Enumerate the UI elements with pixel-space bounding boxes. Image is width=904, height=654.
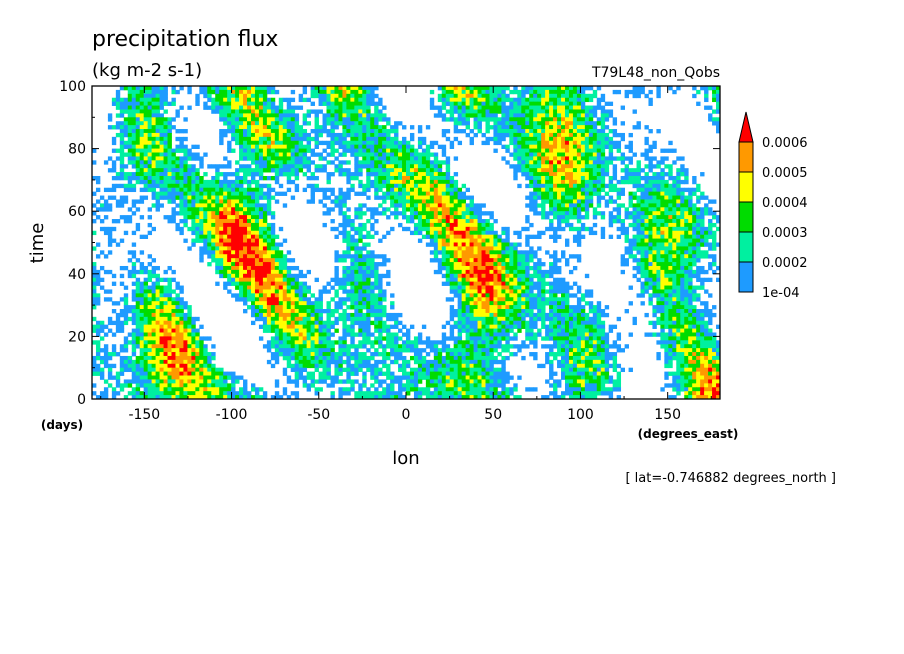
x-axis: -150 -100 -50 0 50 100 150 xyxy=(100,86,712,423)
y-tick-label: 0 xyxy=(77,392,86,408)
y-tick-label: 20 xyxy=(68,329,86,345)
y-tick-label: 100 xyxy=(59,79,86,95)
y-tick-label: 80 xyxy=(68,142,86,158)
colorbar-bin xyxy=(738,201,754,233)
chart-units: (kg m-2 s-1) xyxy=(92,60,202,81)
colorbar-level-label: 0.0002 xyxy=(762,256,808,271)
x-axis-label: lon xyxy=(392,448,419,469)
colorbar-extend-arrow xyxy=(738,111,754,143)
y-tick-label: 60 xyxy=(68,204,86,220)
y-tick-label: 40 xyxy=(68,267,86,283)
lat-footnote: [ lat=-0.746882 degrees_north ] xyxy=(625,471,836,486)
colorbar-level-label: 0.0004 xyxy=(762,196,808,211)
colorbar-bin xyxy=(738,171,754,203)
x-tick-label: 150 xyxy=(654,407,681,423)
chart-title: precipitation flux xyxy=(92,27,278,52)
colorbar-level-label: 0.0003 xyxy=(762,226,808,241)
colorbar: 1e-04 0.0002 0.0003 0.0004 0.0005 0.0006 xyxy=(738,111,808,301)
x-tick-label: -100 xyxy=(216,407,248,423)
x-unit-label: (degrees_east) xyxy=(638,427,739,442)
y-axis-label: time xyxy=(27,223,48,264)
y-unit-label: (days) xyxy=(41,418,83,432)
colorbar-bin xyxy=(738,231,754,263)
x-tick-label: -50 xyxy=(307,407,330,423)
colorbar-level-label: 1e-04 xyxy=(762,286,800,301)
x-tick-label: 100 xyxy=(567,407,594,423)
x-tick-label: 50 xyxy=(484,407,502,423)
x-tick-label: -150 xyxy=(128,407,160,423)
precipitation-field xyxy=(92,86,721,400)
colorbar-level-label: 0.0005 xyxy=(762,166,808,181)
colorbar-bin xyxy=(738,261,754,293)
colorbar-bin xyxy=(738,141,754,173)
run-label: T79L48_non_Qobs xyxy=(591,65,720,81)
x-tick-label: 0 xyxy=(402,407,411,423)
y-axis: 0 20 40 60 80 100 xyxy=(59,79,720,408)
colorbar-level-label: 0.0006 xyxy=(762,136,808,151)
